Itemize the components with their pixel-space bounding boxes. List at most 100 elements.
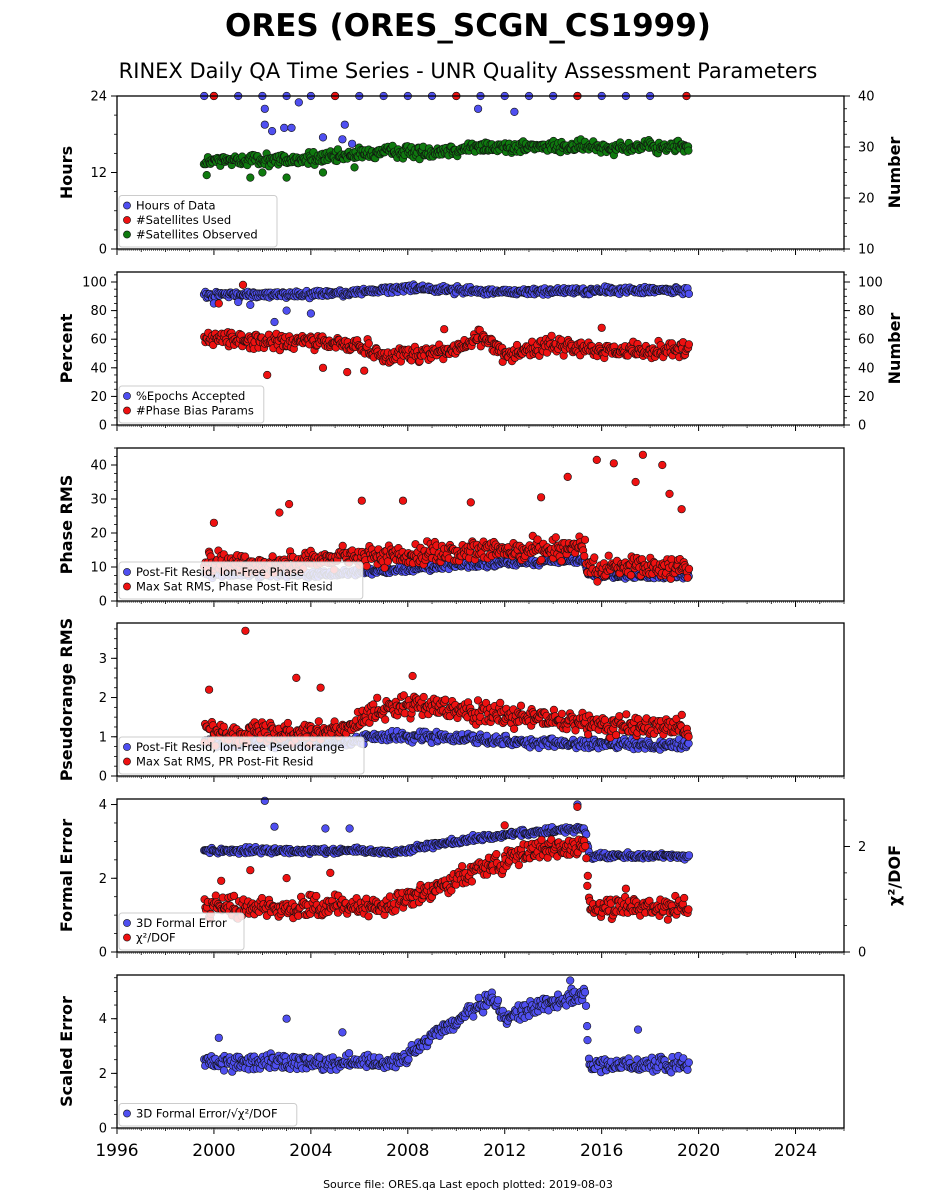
y-axis-label: Phase RMS [57,475,76,575]
y-tick-label: 24 [90,90,107,105]
data-point [684,732,693,741]
legend-entry: Hours of Data [136,199,216,213]
data-point [318,168,328,177]
data-point [340,120,349,129]
data-point [408,671,417,681]
data-point [590,553,599,562]
data-point [202,171,211,180]
legend-marker [123,216,131,224]
y-tick-label: 0 [99,770,107,785]
y-axis-label: Percent [57,313,76,383]
legend-marker [123,568,131,576]
data-point [580,535,590,544]
data-point [234,297,243,307]
data-point [357,496,366,505]
y-tick-label: 60 [90,333,107,348]
data-point [292,673,301,683]
data-point [275,508,284,517]
data-point [318,363,328,372]
y-right-tick-label: 10 [858,243,875,258]
data-point [398,496,408,505]
data-point [684,146,693,155]
points-percent [199,280,694,380]
data-point [287,123,296,132]
data-point [364,339,373,348]
data-point [611,730,621,740]
y-right-tick-label: 60 [858,333,875,348]
y-tick-label: 10 [90,561,107,576]
data-point [557,709,567,718]
y-tick-label: 100 [82,276,107,291]
y-right-tick-label: 40 [858,90,875,105]
data-point [580,551,589,561]
data-point [373,693,382,702]
panel-percent: 0 20 40 60 80 100 0 20 40 60 80 100 Percent Number %Ep… [57,271,904,434]
panel-phase: 0 10 20 30 40 Phase RMS Post-Fit Resid, Ion-Fr… [57,447,845,610]
y-tick-label: 0 [99,419,107,434]
data-point [684,289,694,299]
data-point [214,299,223,308]
data-point [282,173,291,182]
data-point [537,555,546,565]
data-point [665,489,674,499]
data-point [683,573,692,582]
legend-box [118,195,278,248]
data-point [381,715,390,724]
data-point [348,139,357,148]
data-point [205,685,214,694]
legend-marker [123,392,131,400]
legend: %Epochs Accepted#Phase Bias Params [118,385,265,424]
data-point [496,698,505,708]
data-point [209,518,218,527]
data-point [283,718,293,728]
data-point [658,460,667,470]
data-point [241,626,250,635]
data-point [338,541,347,551]
data-point [362,561,371,571]
data-point [684,340,694,349]
points-pseudorange [200,626,693,754]
y-right-tick-label: 80 [858,304,875,319]
data-point [350,163,359,172]
figure-subtitle: RINEX Daily QA Time Series - UNR Quality… [119,59,818,83]
data-point [622,710,631,719]
y-tick-label: 2 [99,691,107,706]
points-hours [199,91,693,182]
data-point [684,739,693,748]
y-tick-label: 0 [99,595,107,610]
y-tick-label: 80 [90,304,107,319]
y-right-tick-label: 100 [858,276,883,291]
data-point [338,135,347,144]
legend-marker [123,201,131,210]
data-point [318,133,328,142]
legend-entry: #Satellites Observed [136,228,258,242]
y-right-tick-label: 40 [858,361,875,376]
data-point [557,557,566,566]
y-tick-label: 30 [90,493,107,508]
data-point [510,107,519,116]
data-point [638,450,648,459]
data-point [592,455,601,465]
y-right-tick-label: 30 [858,141,875,156]
legend-marker [123,582,131,591]
data-point [615,712,624,721]
y-right-axis-label: Number [885,313,904,385]
data-point [343,368,352,377]
y-right-tick-label: 0 [858,419,866,434]
data-point [593,577,602,586]
y-right-axis-label: Number [885,137,904,209]
data-point [285,500,294,509]
data-point [512,340,522,350]
data-point [246,173,255,182]
data-point [677,505,686,514]
data-point [547,331,556,340]
legend-entry: #Satellites Used [136,213,231,227]
y-axis-label: Hours [57,146,76,199]
data-point [316,683,325,692]
y-tick-label: 40 [90,361,107,376]
y-tick-label: 1 [99,730,107,745]
data-point [294,98,303,107]
